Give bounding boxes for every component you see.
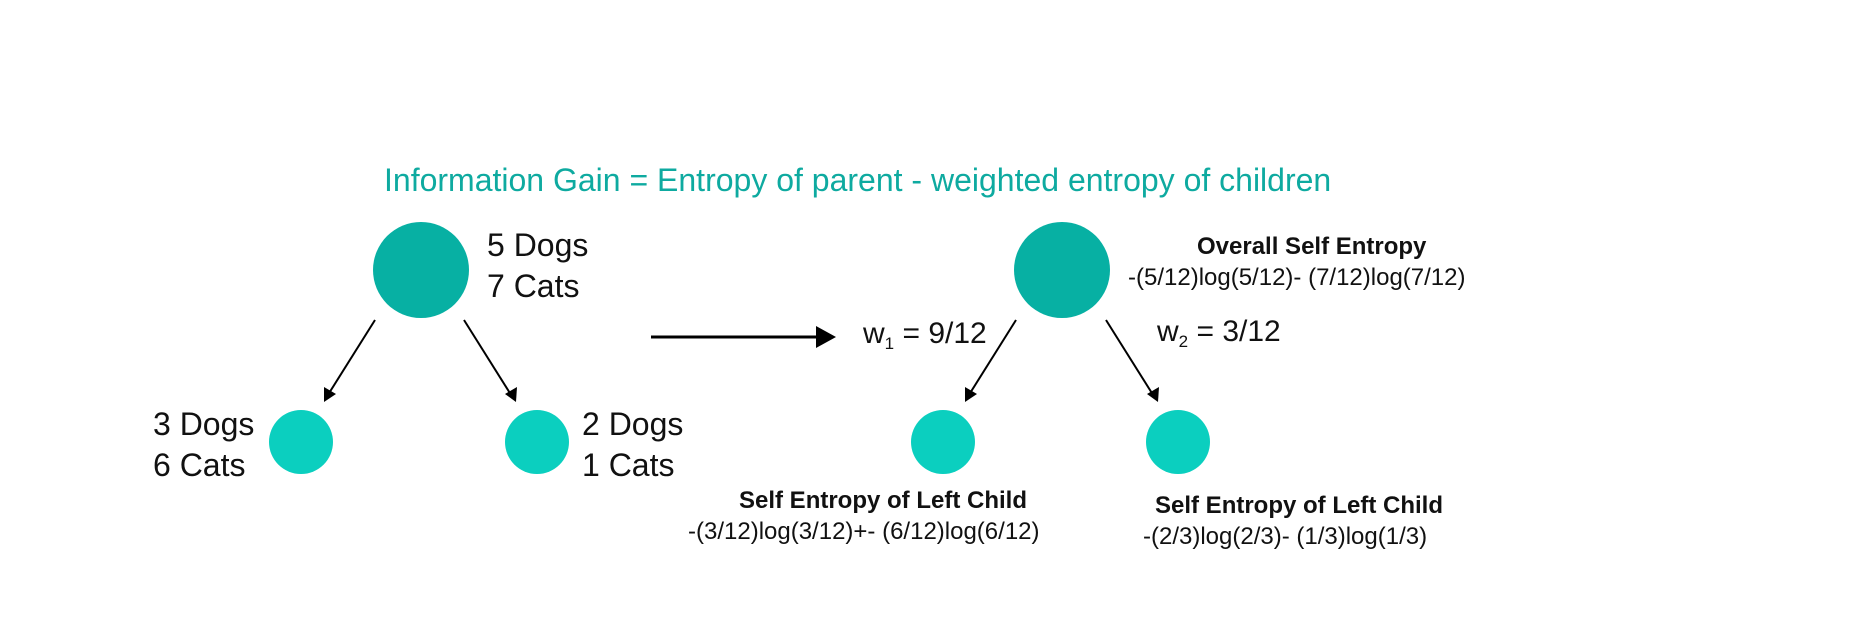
left-tree-parent-node [373, 222, 469, 318]
left-tree-right-child-node [505, 410, 569, 474]
left-tree-right-edge-arrowhead [505, 387, 517, 402]
weight-w1-value: = 9/12 [902, 317, 987, 350]
transition-arrowhead [816, 326, 836, 348]
right-tree-left-edge-arrow [966, 319, 1017, 399]
left-child-entropy-title: Self Entropy of Left Child [739, 487, 1027, 514]
left-tree-parent-label: 5 Dogs 7 Cats [487, 225, 588, 307]
left-tree-left-edge-arrowhead [324, 387, 336, 402]
right-tree-left-edge-arrowhead [965, 387, 977, 402]
left-child-entropy-formula: -(3/12)log(3/12)+- (6/12)log(6/12) [688, 518, 1040, 545]
weight-w2-value: = 3/12 [1196, 315, 1281, 348]
right-child-entropy-formula: -(2/3)log(2/3)- (1/3)log(1/3) [1143, 523, 1428, 550]
left-tree-right-child-label: 2 Dogs 1 Cats [582, 404, 683, 486]
weight-w2: w2 = 3/12 [1157, 315, 1281, 352]
parent-cats-count: 7 Cats [487, 268, 580, 304]
diagram-title: Information Gain = Entropy of parent - w… [384, 162, 1332, 198]
right-child-cats-count: 1 Cats [582, 447, 675, 483]
left-child-dogs-count: 3 Dogs [153, 406, 255, 442]
right-child-entropy-title: Self Entropy of Left Child [1155, 492, 1443, 519]
right-tree-parent-node [1014, 222, 1110, 318]
left-tree-left-edge-arrow [325, 319, 376, 399]
weight-w1-symbol: w [863, 317, 885, 350]
left-child-cats-count: 6 Cats [153, 447, 246, 483]
weight-w1-subscript: 1 [884, 334, 895, 353]
parent-dogs-count: 5 Dogs [487, 227, 589, 263]
weight-w1: w1 = 9/12 [863, 317, 987, 354]
overall-entropy-title: Overall Self Entropy [1197, 233, 1427, 260]
right-child-dogs-count: 2 Dogs [582, 406, 684, 442]
right-tree-right-edge-arrow [1105, 319, 1156, 399]
left-tree-left-child-node [269, 410, 333, 474]
overall-entropy-formula: -(5/12)log(5/12)- (7/12)log(7/12) [1128, 264, 1466, 291]
weight-w2-subscript: 2 [1178, 332, 1189, 351]
left-tree-left-child-label: 3 Dogs 6 Cats [153, 404, 254, 486]
right-tree-left-child-node [911, 410, 975, 474]
right-tree-right-child-node [1146, 410, 1210, 474]
weight-w2-symbol: w [1157, 315, 1179, 348]
left-tree-right-edge-arrow [463, 319, 514, 399]
right-tree-right-edge-arrowhead [1147, 387, 1159, 402]
